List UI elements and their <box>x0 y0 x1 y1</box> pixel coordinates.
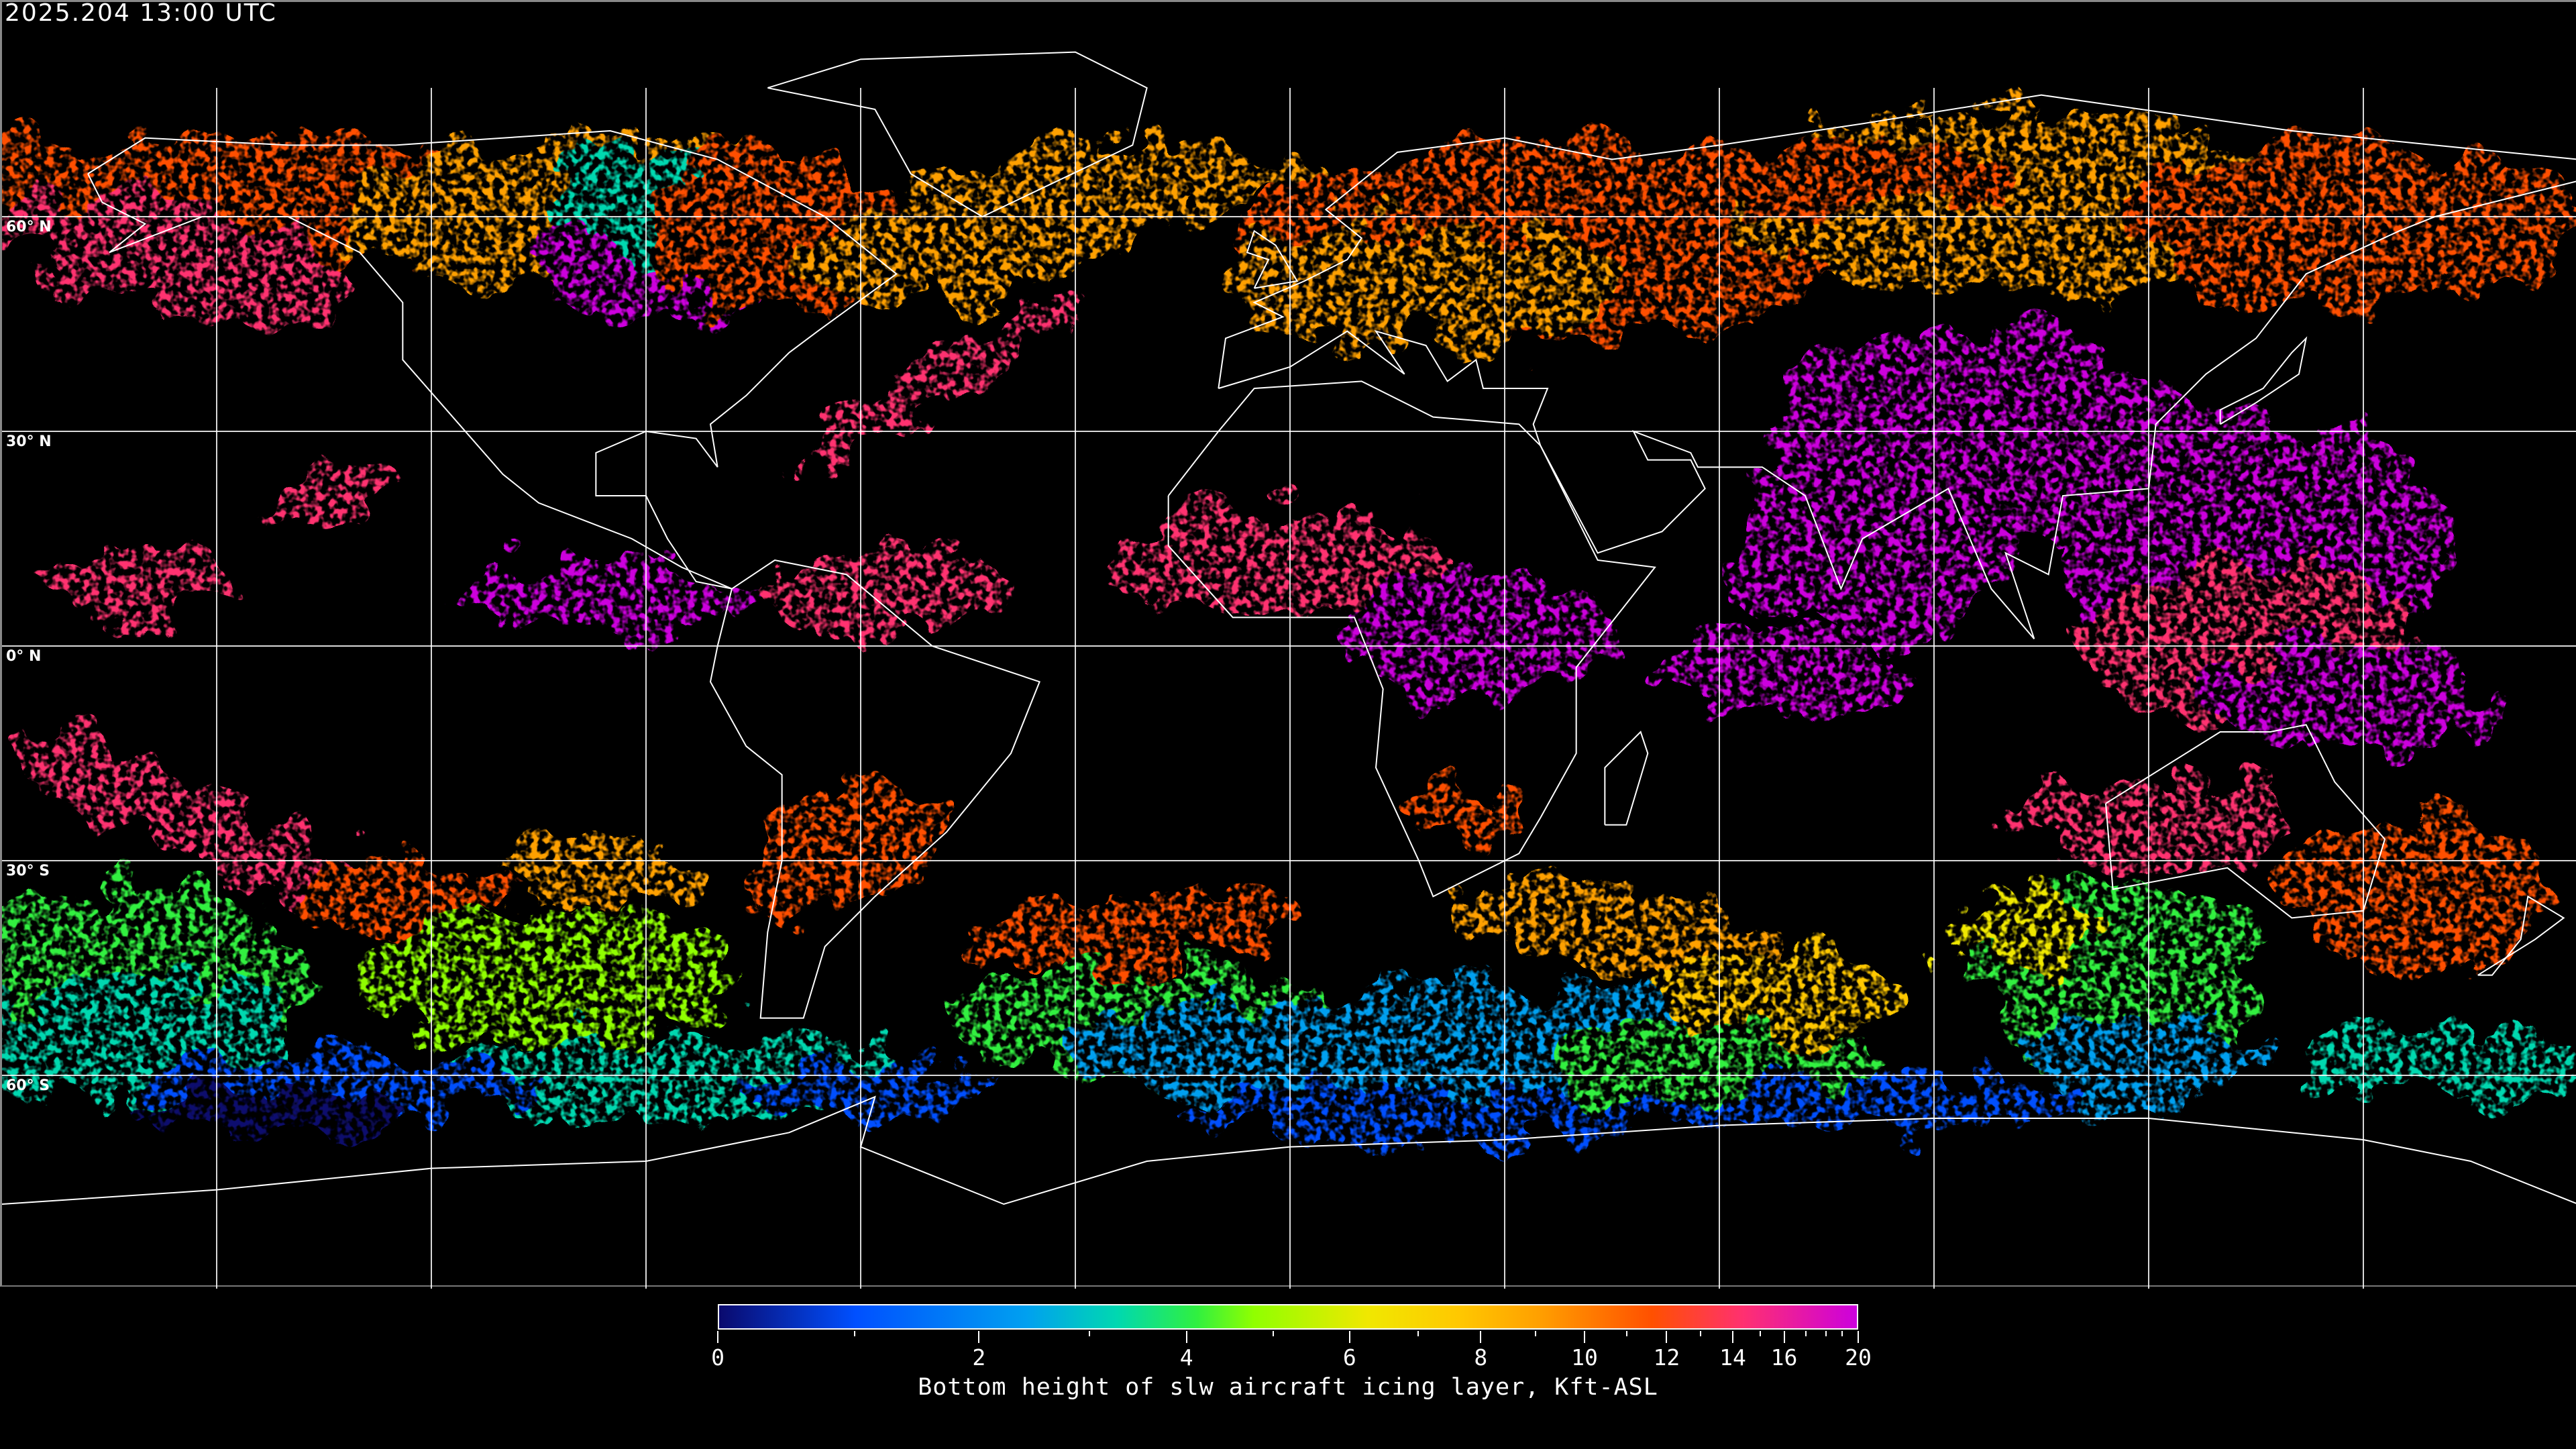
colorbar-minor-tick <box>1805 1331 1807 1336</box>
icing-cloud-region <box>1612 136 2015 217</box>
timestamp: 2025.204 13:00 UTC <box>5 0 277 27</box>
satellite-map: 2025.204 13:00 UTC 60° N 30° N 0° N 30° … <box>0 0 2576 1289</box>
icing-cloud-region <box>2216 646 2484 753</box>
icing-cloud-region <box>1210 223 1612 344</box>
colorbar-tick-label: 12 <box>1653 1344 1680 1371</box>
icing-cloud-region <box>2316 1022 2576 1102</box>
icing-cloud-region <box>1344 566 1612 700</box>
icing-cloud-region <box>1679 1075 2082 1129</box>
icing-cloud-region <box>1659 633 1900 713</box>
lat-label-60n: 60° N <box>6 219 52 235</box>
colorbar-tick-label: 4 <box>1179 1344 1193 1371</box>
coastline <box>1246 229 1299 289</box>
colorbar-ticks: 0 2 4 6 8 10 12 14 16 20 <box>711 1331 1872 1385</box>
icing-cloud-region <box>1934 894 2095 961</box>
icing-cloud-region <box>1446 878 1778 977</box>
colorbar-tick-label: 6 <box>1342 1344 1356 1371</box>
colorbar-tick-label: 14 <box>1719 1344 1746 1371</box>
lat-label-0: 0° N <box>6 648 42 665</box>
colorbar-tick-label: 8 <box>1474 1344 1488 1371</box>
coastline <box>2219 336 2308 425</box>
coastline <box>2477 895 2565 976</box>
colorbar-major-tick <box>1348 1331 1350 1343</box>
colorbar-major-tick <box>1732 1331 1733 1343</box>
icing-cloud-region <box>955 150 1330 203</box>
colorbar-minor-tick <box>1841 1331 1843 1336</box>
icing-cloud-region <box>36 552 237 619</box>
coastline <box>2105 724 2386 919</box>
icing-cloud-region <box>740 552 1008 633</box>
icing-cloud-region <box>505 834 706 914</box>
coastline <box>87 129 898 590</box>
colorbar-minor-tick <box>1700 1331 1702 1336</box>
colorbar-major-tick <box>1480 1331 1482 1343</box>
colorbar <box>718 1304 1858 1330</box>
icing-cloud-region <box>136 1095 405 1136</box>
icing-cloud-region <box>458 559 753 626</box>
coastline <box>2 1095 2576 1205</box>
coastline <box>1218 180 2576 639</box>
colorbar-label: Bottom height of slw aircraft icing laye… <box>918 1374 1658 1401</box>
icing-cloud-region <box>2283 814 2551 975</box>
colorbar-minor-tick <box>854 1331 855 1336</box>
coastline <box>1167 380 1656 898</box>
colorbar-tick-label: 20 <box>1845 1344 1872 1371</box>
colorbar-major-tick <box>1858 1331 1859 1343</box>
colorbar-tick-label: 16 <box>1770 1344 1798 1371</box>
colorbar-major-tick <box>1666 1331 1668 1343</box>
icing-cloud-region <box>1424 780 1532 834</box>
lat-label-30s: 30° S <box>6 863 50 879</box>
icing-cloud-region <box>1176 1082 1713 1136</box>
colorbar-minor-tick <box>1417 1331 1419 1336</box>
icing-cloud-region <box>1646 955 1914 1035</box>
icing-cloud-region <box>975 891 1310 965</box>
colorbar-major-tick <box>978 1331 980 1343</box>
colorbar-major-tick <box>1185 1331 1187 1343</box>
icing-cloud-region <box>2 193 368 321</box>
icing-cloud-region <box>1733 438 2028 639</box>
icing-cloud-region <box>2122 143 2576 304</box>
icing-cloud-region <box>740 1062 1008 1116</box>
colorbar-tick-label: 2 <box>972 1344 986 1371</box>
coastline <box>709 559 1040 1019</box>
icing-cloud-region <box>19 735 387 920</box>
icing-cloud-region <box>337 914 740 1035</box>
icing-cloud-region <box>304 854 505 934</box>
icing-cloud-region <box>795 290 1087 465</box>
colorbar-minor-tick <box>1089 1331 1091 1336</box>
coastline <box>1604 731 1649 826</box>
colorbar-major-tick <box>1783 1331 1785 1343</box>
colorbar-tick-label: 10 <box>1571 1344 1598 1371</box>
icing-cloud-region <box>1102 505 1451 612</box>
icing-cloud-region <box>744 786 937 909</box>
colorbar-minor-tick <box>1534 1331 1536 1336</box>
icing-cloud-region <box>260 464 388 533</box>
map-canvas <box>2 51 2576 1289</box>
lat-label-30n: 30° N <box>6 433 52 450</box>
colorbar-minor-tick <box>1759 1331 1761 1336</box>
colorbar-major-tick <box>717 1331 718 1343</box>
coastline <box>1218 94 2576 389</box>
colorbar-minor-tick <box>1272 1331 1274 1336</box>
colorbar-tick-label: 0 <box>711 1344 724 1371</box>
colorbar-minor-tick <box>1625 1331 1627 1336</box>
coastline <box>767 51 1148 218</box>
colorbar-major-tick <box>1584 1331 1585 1343</box>
colorbar-minor-tick <box>1825 1331 1827 1336</box>
lat-label-60s: 60° S <box>6 1077 50 1094</box>
